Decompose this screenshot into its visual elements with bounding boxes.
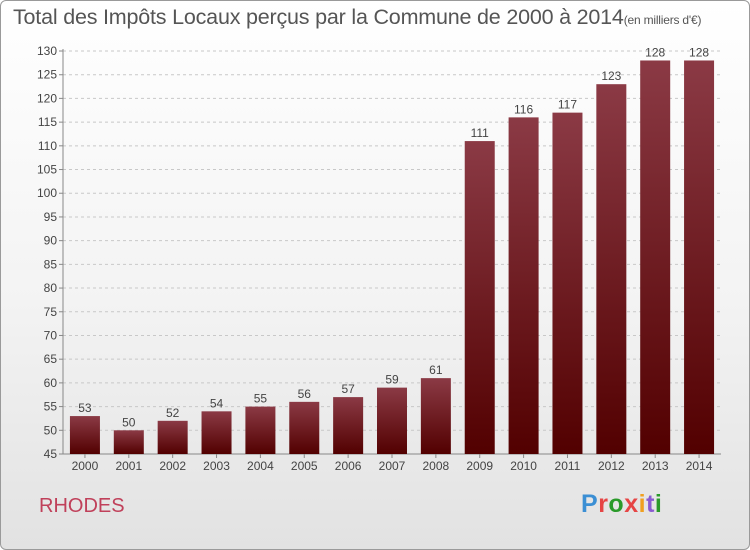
x-tick-label: 2013 — [642, 459, 669, 473]
bar-value-label: 59 — [385, 373, 399, 387]
unit-note: (en milliers d'€) — [623, 13, 702, 27]
x-tick-label: 2003 — [203, 459, 230, 473]
x-tick-label: 2004 — [247, 459, 274, 473]
bar — [201, 411, 232, 454]
y-tick-label: 100 — [37, 186, 57, 200]
y-tick-label: 65 — [44, 352, 58, 366]
x-tick-label: 2007 — [379, 459, 406, 473]
bar-value-label: 50 — [122, 415, 136, 429]
bar — [508, 117, 539, 455]
labels: 45 50 55 60 65 70 75 80 85 90 95 100 105 110 115 120 125… — [37, 44, 713, 473]
title-text: Total des Impôts Locaux perçus par la Co… — [13, 5, 624, 29]
y-tick-label: 60 — [44, 376, 58, 390]
y-tick-label: 130 — [37, 44, 57, 58]
bar — [640, 60, 671, 454]
x-tick-label: 2008 — [423, 459, 450, 473]
bar-value-label: 52 — [166, 406, 180, 420]
bar — [289, 401, 320, 454]
bar-value-label: 61 — [429, 363, 443, 377]
bar-value-label: 55 — [254, 392, 268, 406]
y-tick-label: 105 — [37, 163, 57, 177]
y-tick-label: 115 — [38, 115, 57, 129]
bar-value-label: 57 — [341, 382, 355, 396]
bar — [464, 141, 495, 455]
y-tick-label: 55 — [44, 400, 58, 414]
y-tick-label: 80 — [44, 281, 58, 295]
bar-value-label: 128 — [645, 45, 665, 59]
x-tick-label: 2000 — [72, 459, 99, 473]
bar-value-label: 56 — [298, 387, 312, 401]
y-tick-label: 95 — [44, 210, 58, 224]
bar — [245, 406, 276, 454]
bar — [377, 387, 407, 454]
y-tick-label: 110 — [38, 139, 57, 153]
bar — [69, 416, 100, 454]
bar-value-label: 53 — [78, 401, 92, 415]
y-tick-label: 125 — [37, 68, 57, 82]
x-tick-label: 2014 — [686, 459, 713, 473]
x-tick-label: 2005 — [291, 459, 318, 473]
y-tick-label: 70 — [44, 328, 58, 342]
bar — [684, 60, 715, 454]
x-tick-label: 2011 — [555, 459, 581, 473]
chart-title: Total des Impôts Locaux perçus par la Co… — [13, 5, 743, 30]
bars — [69, 60, 715, 455]
bar-value-label: 123 — [601, 69, 621, 83]
y-tick-label: 75 — [44, 305, 58, 319]
bar — [157, 420, 188, 454]
bar — [420, 378, 451, 454]
proxiti-logo[interactable]: Proxiti — [581, 490, 663, 518]
x-tick-label: 2009 — [466, 459, 493, 473]
x-tick-label: 2001 — [115, 459, 142, 473]
x-tick-label: 2010 — [510, 459, 537, 473]
y-tick-label: 85 — [44, 257, 58, 271]
bar — [333, 397, 364, 454]
y-tick-label: 120 — [37, 91, 57, 105]
y-tick-label: 50 — [44, 423, 58, 437]
bar-value-label: 111 — [471, 126, 490, 140]
bar-value-label: 116 — [514, 102, 533, 116]
x-tick-label: 2012 — [598, 459, 625, 473]
bar — [552, 112, 583, 455]
x-tick-label: 2006 — [335, 459, 362, 473]
commune-name: RHODES — [39, 495, 125, 517]
y-tick-label: 45 — [44, 447, 58, 461]
bar — [596, 84, 627, 454]
x-tick-label: 2002 — [159, 459, 186, 473]
bar-value-label: 117 — [558, 98, 577, 112]
bar — [113, 430, 144, 454]
y-tick-label: 90 — [44, 234, 58, 248]
bar-value-label: 54 — [210, 396, 224, 410]
bar-value-label: 128 — [689, 45, 709, 59]
